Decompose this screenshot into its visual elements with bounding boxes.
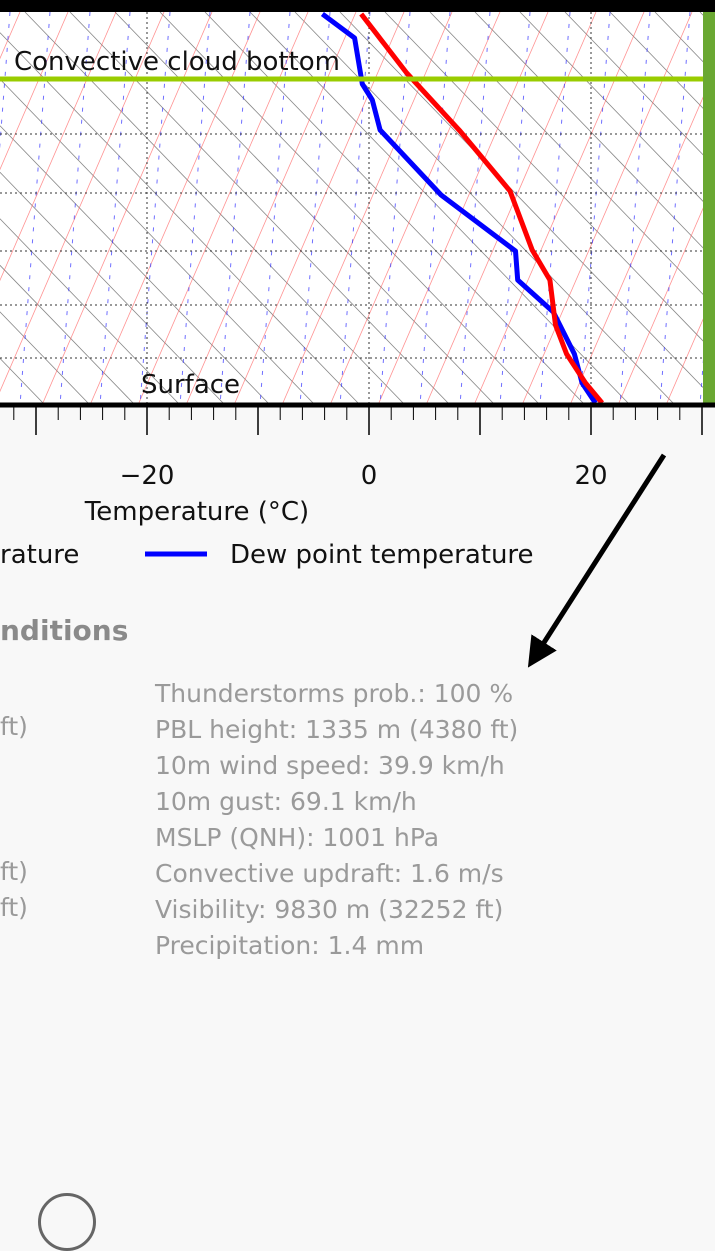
right-bar	[703, 12, 715, 405]
adiabat-line	[0, 125, 271, 405]
condition-wind-speed: 10m wind speed: 39.9 km/h	[155, 751, 505, 780]
condition-pbl-height: PBL height: 1335 m (4380 ft)	[155, 715, 519, 744]
dewpoint-series-line	[320, 12, 598, 405]
adiabat-line	[0, 311, 91, 405]
condition-visibility: Visibility: 9830 m (32252 ft)	[155, 895, 504, 924]
legend-dewpoint-label: Dew point temperature	[230, 540, 534, 570]
adiabat-line	[0, 78, 316, 405]
cloud-bottom-label: Convective cloud bottom	[14, 47, 340, 77]
adiabat-line	[0, 218, 181, 405]
temperature-series-line	[359, 12, 605, 405]
chart-svg: Convective cloud bottom Surface −20 0 20 T…	[0, 0, 715, 570]
condition-mslp: MSLP (QNH): 1001 hPa	[155, 823, 440, 852]
x-tick-label: 0	[361, 461, 378, 491]
skew-t-chart: Convective cloud bottom Surface −20 0 20 T…	[0, 0, 715, 600]
isotherm-line	[569, 96, 703, 405]
bottom-button-icon[interactable]	[38, 1193, 96, 1251]
condition-gust: 10m gust: 69.1 km/h	[155, 787, 417, 816]
x-tick-label: 20	[574, 461, 607, 491]
isotherm-line	[617, 207, 703, 405]
x-axis: −20 0 20	[13, 405, 703, 491]
condition-updraft: Convective updraft: 1.6 m/s	[155, 859, 504, 888]
adiabat-line	[0, 264, 136, 405]
left-fragment-3: ft)	[0, 893, 28, 922]
adiabat-line	[0, 171, 226, 405]
x-tick-label: −20	[120, 461, 175, 491]
x-axis-label: Temperature (°C)	[84, 497, 309, 527]
left-fragment-2: ft)	[0, 857, 28, 886]
surface-label: Surface	[141, 370, 240, 400]
legend-temperature-label: rature	[0, 540, 79, 570]
series-layer	[320, 12, 605, 405]
conditions-heading: nditions	[0, 614, 129, 647]
left-fragment-1: ft)	[0, 712, 28, 741]
isotherm-line	[665, 318, 703, 405]
conditions-list: Thunderstorms prob.: 100 % PBL height: 1…	[155, 676, 518, 964]
top-border	[0, 0, 715, 12]
condition-thunderstorms: Thunderstorms prob.: 100 %	[155, 679, 514, 708]
condition-precipitation: Precipitation: 1.4 mm	[155, 931, 425, 960]
